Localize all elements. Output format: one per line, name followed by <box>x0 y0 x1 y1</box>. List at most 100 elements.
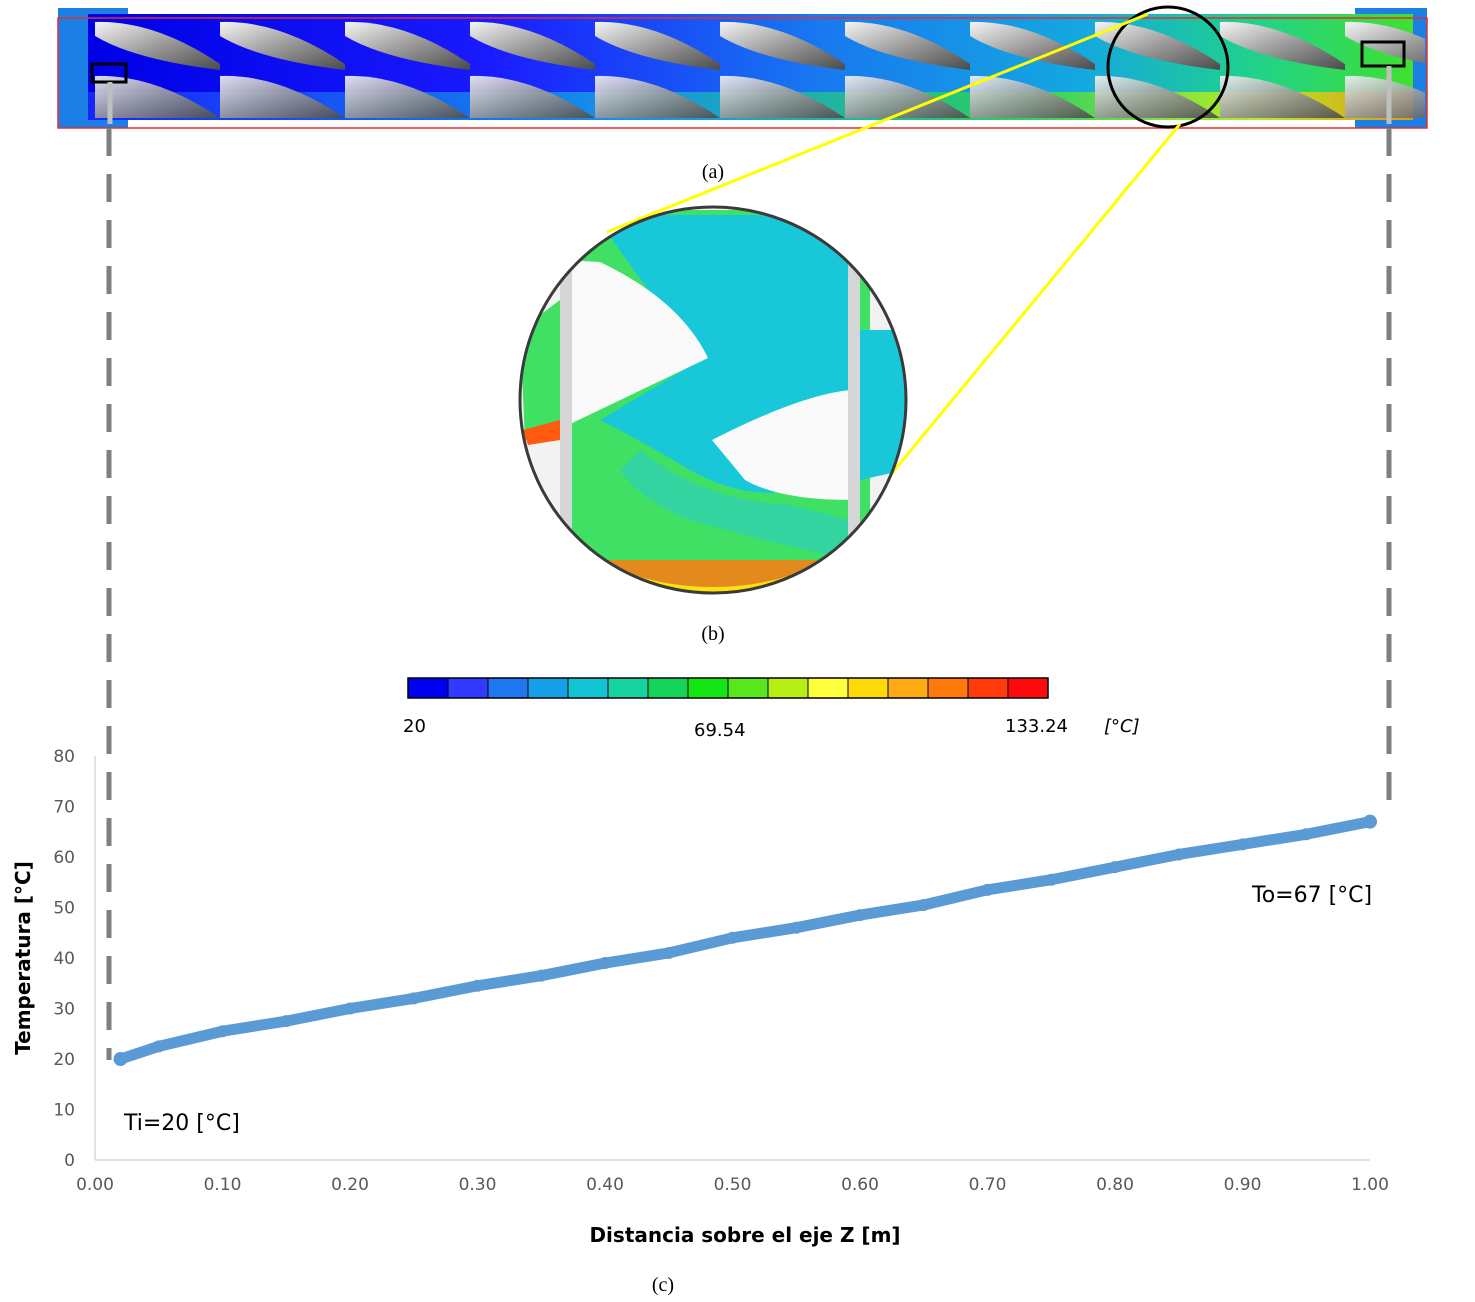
blade-upper-1 <box>95 21 220 70</box>
colorbar <box>407 677 1049 699</box>
inlet-annotation: Ti=20 [°C] <box>123 1111 240 1136</box>
y-tick-label: 70 <box>53 798 75 818</box>
data-point <box>344 1002 356 1015</box>
tube-contour <box>57 5 1428 129</box>
x-tick-label: 0.30 <box>459 1175 497 1195</box>
blade-upper-7 <box>845 21 970 70</box>
colorbar-swatch-13 <box>887 677 929 699</box>
data-point <box>599 957 611 970</box>
y-tick-label: 40 <box>53 949 75 969</box>
y-tick-labels: 0 10 20 30 40 50 60 70 80 <box>53 747 75 1171</box>
zoom-line-bottom <box>886 123 1182 479</box>
blade-lower-4 <box>470 75 595 118</box>
data-point <box>471 979 484 992</box>
colorbar-swatch-15 <box>967 677 1009 699</box>
blade-lower-6 <box>720 75 845 118</box>
y-tick-label: 30 <box>53 1000 75 1020</box>
data-point <box>152 1040 165 1053</box>
blade-lower-10 <box>1220 75 1345 118</box>
outlet-annotation: To=67 [°C] <box>1251 883 1372 908</box>
colorbar-swatch-11 <box>807 677 849 699</box>
y-tick-label: 10 <box>53 1101 75 1121</box>
colorbar-swatch-6 <box>607 677 649 699</box>
data-point <box>113 1052 128 1066</box>
data-point <box>726 931 739 944</box>
twisted-tape-blades <box>95 21 1425 118</box>
blade-lower-1 <box>95 75 220 118</box>
colorbar-swatch-14 <box>927 677 969 699</box>
outlet-marker-box <box>1360 40 1406 68</box>
colorbar-swatch-16 <box>1007 677 1049 699</box>
zoom-line-top <box>606 12 1149 234</box>
colorbar-min-label: 20 <box>403 716 426 737</box>
data-point <box>854 909 866 922</box>
blade-lower-5 <box>595 75 720 118</box>
data-point <box>790 921 803 934</box>
colorbar-swatch-4 <box>527 677 569 699</box>
colorbar-frame <box>407 677 1049 699</box>
data-point <box>1300 828 1313 841</box>
x-tick-label: 0.70 <box>969 1175 1007 1195</box>
blade-lower <box>712 390 850 500</box>
zoom-circle-outline <box>518 205 908 595</box>
x-tick-label: 0.00 <box>76 1175 114 1195</box>
blade-lower-9 <box>1095 75 1220 118</box>
x-tick-label: 0.10 <box>204 1175 242 1195</box>
x-tick-labels: 0.00 0.10 0.20 0.30 0.40 0.50 0.60 0.70 0.80 0.90… <box>76 1175 1389 1195</box>
data-point <box>1109 861 1121 874</box>
blade-lower-2 <box>220 75 345 118</box>
colorbar-swatch-8 <box>687 677 729 699</box>
tube-border <box>57 17 1428 129</box>
x-tick-label: 0.90 <box>1224 1175 1262 1195</box>
blade-lower-7 <box>845 75 970 118</box>
data-point <box>1045 873 1058 886</box>
data-point <box>1172 848 1185 861</box>
blade-lower-11 <box>1345 75 1425 118</box>
x-tick-label: 0.50 <box>714 1175 752 1195</box>
data-point <box>917 898 930 911</box>
zoom-circle-marker <box>1106 5 1230 129</box>
x-axis-title: Distancia sobre el eje Z [m] <box>589 1223 900 1247</box>
data-point <box>280 1015 293 1028</box>
colorbar-unit-label: [°C] <box>1104 716 1140 737</box>
blade-upper-6 <box>720 21 845 70</box>
tape-wall-left <box>560 207 572 593</box>
colorbar-swatch-9 <box>727 677 769 699</box>
blade-upper-10 <box>1220 21 1345 70</box>
colorbar-mid-label: 69.54 <box>694 720 746 741</box>
colorbar-swatch-1 <box>407 677 449 699</box>
x-tick-label: 1.00 <box>1351 1175 1389 1195</box>
data-point <box>662 946 675 959</box>
colorbar-swatch-7 <box>647 677 689 699</box>
y-tick-label: 20 <box>53 1050 75 1070</box>
blade-upper-9 <box>1095 21 1220 70</box>
x-tick-label: 0.40 <box>586 1175 624 1195</box>
panel-label-c: (c) <box>652 1274 674 1296</box>
data-point <box>1363 814 1377 829</box>
blade-lower-3 <box>345 75 470 118</box>
x-tick-label: 0.80 <box>1096 1175 1134 1195</box>
blade-upper-4 <box>470 21 595 70</box>
y-tick-label: 60 <box>53 848 75 868</box>
colorbar-swatch-3 <box>487 677 529 699</box>
blade-upper-5 <box>595 21 720 70</box>
data-point <box>981 883 994 896</box>
blade-upper-2 <box>220 21 345 70</box>
tape-wall-right <box>848 207 860 593</box>
blade-upper-8 <box>970 21 1095 70</box>
colorbar-swatch-12 <box>847 677 889 699</box>
y-axis-title: Temperatura [°C] <box>11 861 35 1055</box>
blade-upper-3 <box>345 21 470 70</box>
data-point <box>216 1025 229 1038</box>
y-tick-label: 80 <box>53 747 75 767</box>
colorbar-swatch-10 <box>767 677 809 699</box>
data-point <box>535 969 548 982</box>
panel-label-b: (b) <box>701 623 724 645</box>
zoom-detail <box>518 205 908 595</box>
y-tick-label: 50 <box>53 899 75 919</box>
data-point <box>1236 838 1249 851</box>
blade-upper <box>565 260 708 425</box>
x-tick-label: 0.20 <box>331 1175 369 1195</box>
